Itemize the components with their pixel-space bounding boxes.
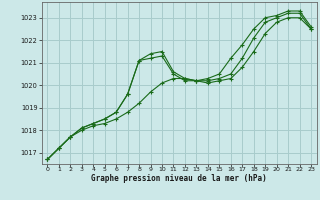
X-axis label: Graphe pression niveau de la mer (hPa): Graphe pression niveau de la mer (hPa) [91, 174, 267, 183]
